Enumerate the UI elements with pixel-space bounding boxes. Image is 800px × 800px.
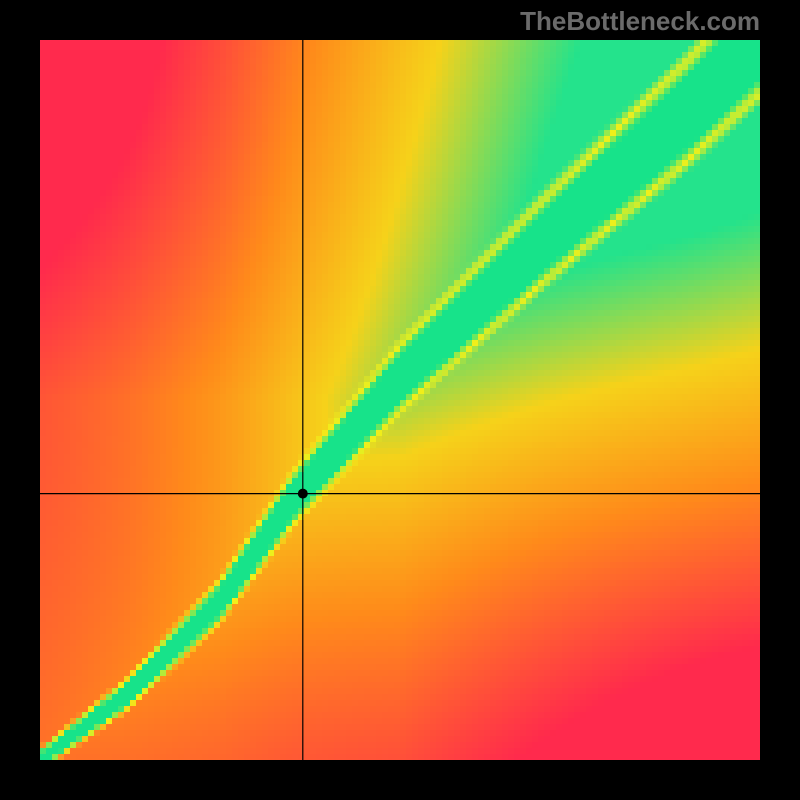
watermark-text: TheBottleneck.com [520, 6, 760, 37]
bottleneck-heatmap [40, 40, 760, 760]
